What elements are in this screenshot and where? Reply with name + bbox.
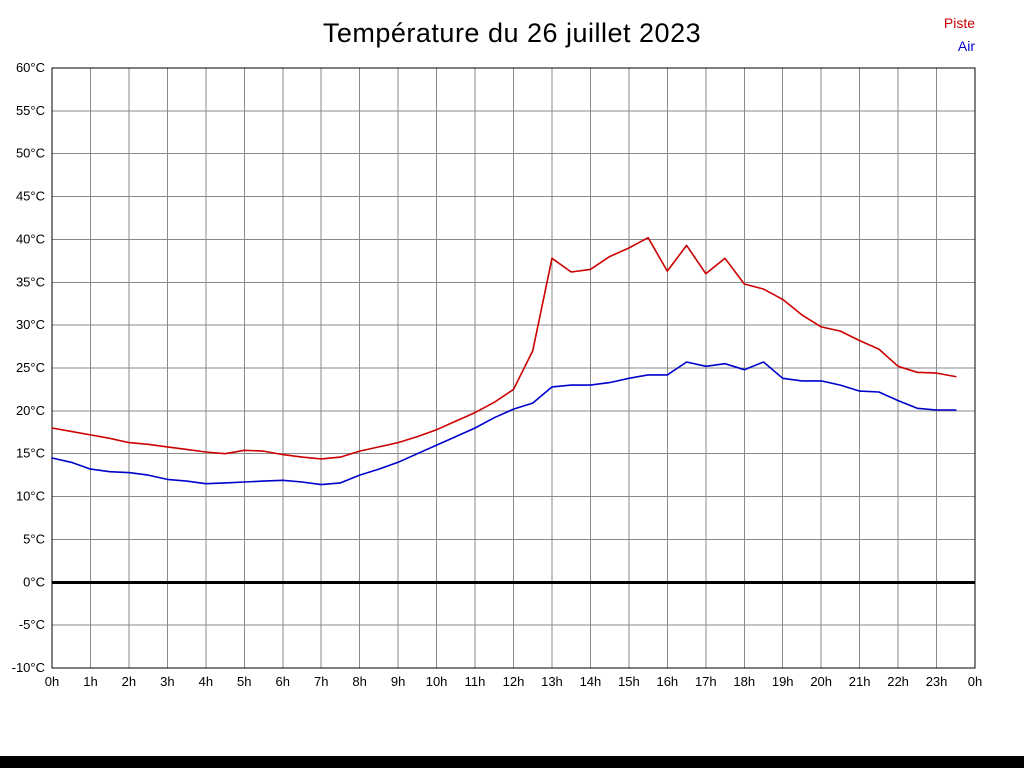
x-axis-tick-label: 21h — [849, 674, 871, 689]
x-axis-tick-label: 8h — [352, 674, 366, 689]
plot-border — [51, 67, 976, 669]
series-line-air — [51, 361, 957, 486]
bottom-bar — [0, 756, 1024, 768]
x-axis-tick-label: 22h — [887, 674, 909, 689]
x-axis-tick-label: 5h — [237, 674, 251, 689]
x-axis-tick-label: 6h — [276, 674, 290, 689]
x-axis-tick-label: 9h — [391, 674, 405, 689]
x-axis-tick-label: 12h — [503, 674, 525, 689]
x-axis-tick-label: 18h — [733, 674, 755, 689]
legend-item-piste: Piste — [943, 15, 975, 31]
legend-item-air: Air — [957, 38, 975, 54]
x-axis-tick-label: 15h — [618, 674, 640, 689]
y-axis-tick-label: 15°C — [16, 446, 45, 461]
chart-legend: Piste Air — [944, 12, 975, 58]
y-axis-tick-label: 25°C — [16, 360, 45, 375]
x-axis-tick-label: 7h — [314, 674, 328, 689]
chart-title: Température du 26 juillet 2023 — [322, 18, 702, 48]
y-axis-tick-label: -5°C — [19, 617, 45, 632]
y-axis-tick-label: 20°C — [16, 403, 45, 418]
x-axis-tick-label: 17h — [695, 674, 717, 689]
y-axis-tick-label: 30°C — [16, 317, 45, 332]
x-axis-tick-label: 2h — [122, 674, 136, 689]
x-axis-tick-label: 10h — [426, 674, 448, 689]
y-axis-tick-label: 40°C — [16, 231, 45, 246]
y-axis-tick-label: 5°C — [23, 531, 45, 546]
y-axis-tick-label: 55°C — [16, 103, 45, 118]
x-axis-tick-label: 19h — [772, 674, 794, 689]
y-axis-tick-label: -10°C — [12, 660, 45, 675]
y-axis-tick-label: 60°C — [16, 60, 45, 75]
y-axis-tick-label: 50°C — [16, 146, 45, 161]
x-axis-tick-label: 14h — [580, 674, 602, 689]
y-axis-tick-label: 35°C — [16, 274, 45, 289]
y-axis-tick-label: 0°C — [23, 574, 45, 589]
x-axis-tick-label: 13h — [541, 674, 563, 689]
x-axis-tick-label: 11h — [465, 674, 486, 689]
x-axis-tick-label: 0h — [45, 674, 59, 689]
x-axis-tick-label: 20h — [810, 674, 832, 689]
x-axis-tick-label: 16h — [656, 674, 678, 689]
x-axis-tick-label: 23h — [926, 674, 948, 689]
x-axis-tick-label: 3h — [160, 674, 174, 689]
x-axis-tick-label: 0h — [968, 674, 982, 689]
x-axis-tick-label: 1h — [83, 674, 97, 689]
x-axis-tick-label: 4h — [199, 674, 213, 689]
y-axis-tick-label: 45°C — [16, 189, 45, 204]
series-line-piste — [51, 236, 957, 460]
y-axis-tick-label: 10°C — [16, 489, 45, 504]
